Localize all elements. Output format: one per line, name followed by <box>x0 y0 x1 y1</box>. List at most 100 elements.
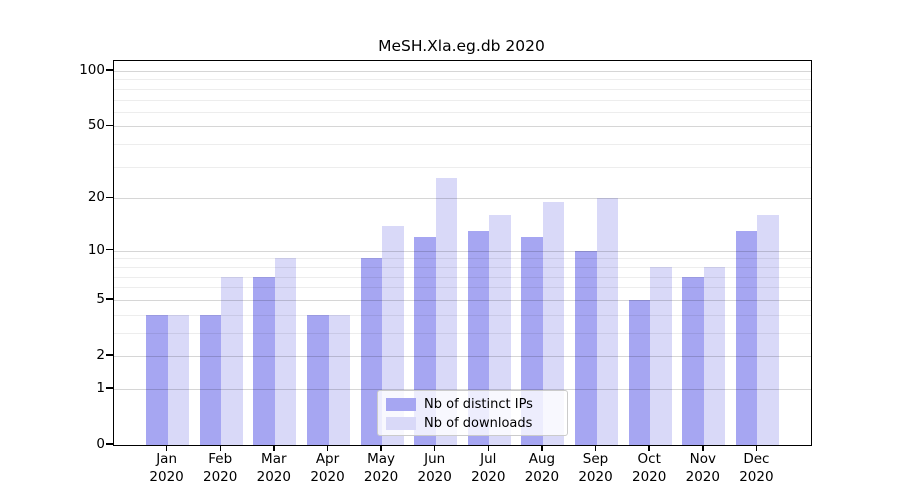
x-tick-label: Aug 2020 <box>510 451 574 486</box>
x-tick-month: Mar <box>261 451 287 467</box>
x-tick-year: 2020 <box>417 468 452 485</box>
x-tick-label: Mar 2020 <box>242 451 306 486</box>
grid-line-minor <box>114 111 811 113</box>
bar-downloads-jul <box>489 215 511 445</box>
y-tick-mark <box>106 248 113 251</box>
grid-line-minor <box>114 258 811 260</box>
y-tick-mark <box>106 443 113 445</box>
x-tick-year: 2020 <box>149 468 184 485</box>
y-tick-label: 20 <box>87 189 105 206</box>
bar-downloads-oct <box>650 266 672 445</box>
x-tick-mark <box>273 445 275 451</box>
bar-downloads-jun <box>435 177 458 445</box>
x-tick-label: Feb 2020 <box>188 451 252 486</box>
x-tick-year: 2020 <box>632 468 667 485</box>
chart-legend: Nb of distinct IPs Nb of downloads <box>377 390 568 436</box>
grid-line-minor <box>114 276 811 278</box>
x-tick-mark <box>326 445 329 451</box>
x-tick-label: Jun 2020 <box>403 451 467 486</box>
x-tick-month: Sep <box>582 451 609 467</box>
y-tick-label: 50 <box>87 117 105 134</box>
chart-title: MeSH.Xla.eg.db 2020 <box>378 37 545 55</box>
grid-line-minor <box>114 314 811 316</box>
grid-line-major <box>114 126 811 128</box>
x-tick-year: 2020 <box>363 468 399 485</box>
y-tick-mark <box>106 298 113 300</box>
grid-line-minor <box>114 287 811 289</box>
x-tick-label: Jul 2020 <box>456 451 520 486</box>
y-tick-mark <box>106 69 113 71</box>
legend-swatch-downloads <box>386 417 416 430</box>
y-tick-label: 10 <box>87 241 105 258</box>
grid-line-minor <box>114 266 811 268</box>
bar-distinct-ips-may <box>360 258 383 445</box>
grid-line-minor <box>114 88 811 90</box>
grid-line-major <box>114 250 811 252</box>
y-tick-label: 0 <box>96 436 105 452</box>
y-tick-mark <box>106 387 113 389</box>
bar-downloads-aug <box>542 202 565 445</box>
bar-distinct-ips-mar <box>253 276 275 445</box>
y-tick-label: 1 <box>96 379 105 396</box>
x-tick-label: Apr 2020 <box>296 451 360 486</box>
bar-downloads-nov <box>703 266 726 445</box>
x-tick-month: Jun <box>424 451 446 467</box>
bar-downloads-dec <box>757 215 779 445</box>
y-tick-mark <box>106 124 113 127</box>
x-tick-mark <box>755 445 758 451</box>
bar-distinct-ips-feb <box>199 314 222 445</box>
plot-area <box>113 60 812 446</box>
x-tick-month: Jul <box>480 451 497 467</box>
bar-downloads-mar <box>274 258 297 445</box>
grid-line-major <box>114 198 811 200</box>
legend-swatch-distinct-ips <box>386 398 416 411</box>
legend-label: Nb of distinct IPs <box>424 397 533 412</box>
x-tick-label: Dec 2020 <box>724 451 788 486</box>
x-tick-mark <box>380 445 382 451</box>
x-tick-mark <box>219 445 221 451</box>
legend-entry: Nb of distinct IPs <box>386 397 559 412</box>
x-tick-mark <box>541 445 543 451</box>
x-tick-month: Nov <box>689 451 716 467</box>
bar-distinct-ips-jan <box>146 314 168 445</box>
grid-line-major <box>114 299 811 301</box>
x-tick-mark <box>487 445 490 451</box>
y-tick-mark <box>106 354 113 356</box>
x-tick-label: Oct 2020 <box>617 451 681 486</box>
x-tick-year: 2020 <box>578 468 613 485</box>
x-tick-month: Feb <box>208 451 233 467</box>
x-tick-label: May 2020 <box>349 451 413 486</box>
grid-line-minor <box>114 166 811 168</box>
x-tick-label: Sep 2020 <box>564 451 628 486</box>
bar-downloads-jan <box>167 314 190 445</box>
grid-line-major <box>114 388 811 390</box>
x-tick-year: 2020 <box>739 468 774 485</box>
x-tick-year: 2020 <box>310 468 345 485</box>
y-tick-label: 2 <box>96 347 105 363</box>
x-tick-label: Nov 2020 <box>671 451 735 486</box>
y-tick-label: 100 <box>79 62 105 78</box>
x-tick-month: Aug <box>528 451 556 467</box>
y-tick-mark <box>106 196 113 198</box>
grid-line-minor <box>114 332 811 334</box>
y-tick-label: 5 <box>96 290 105 307</box>
bar-distinct-ips-nov <box>682 276 704 445</box>
x-tick-month: Jan <box>156 451 177 467</box>
x-tick-mark <box>433 445 436 451</box>
x-tick-year: 2020 <box>256 468 291 485</box>
x-tick-year: 2020 <box>471 468 506 485</box>
x-tick-month: Dec <box>743 451 770 467</box>
legend-label: Nb of downloads <box>424 416 533 431</box>
x-tick-year: 2020 <box>203 468 238 485</box>
bar-downloads-sep <box>596 198 618 445</box>
grid-line-minor <box>114 79 811 81</box>
x-tick-label: Jan 2020 <box>135 451 199 486</box>
x-tick-month: Oct <box>637 451 661 467</box>
grid-line-major <box>114 71 811 72</box>
bar-downloads-feb <box>221 276 243 445</box>
x-tick-mark <box>594 445 597 451</box>
x-tick-month: Apr <box>315 451 340 467</box>
bar-distinct-ips-apr <box>307 314 329 445</box>
grid-line-minor <box>114 144 811 146</box>
